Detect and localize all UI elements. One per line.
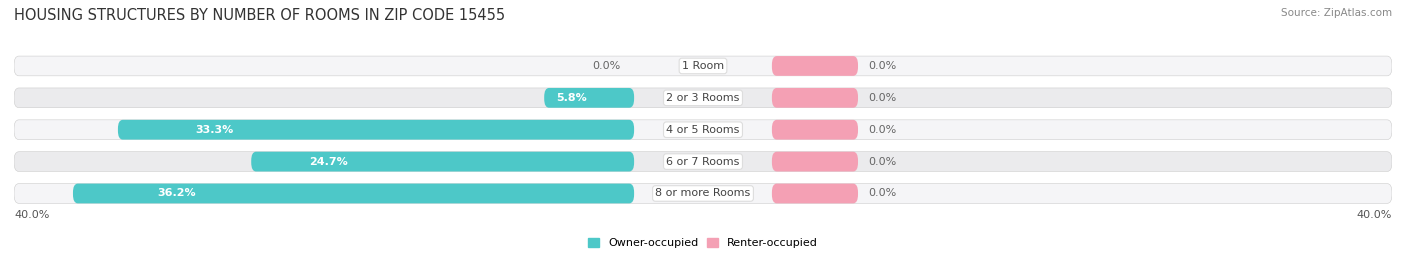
- Text: 0.0%: 0.0%: [869, 93, 897, 103]
- FancyBboxPatch shape: [252, 152, 634, 171]
- FancyBboxPatch shape: [544, 88, 634, 108]
- Text: 2 or 3 Rooms: 2 or 3 Rooms: [666, 93, 740, 103]
- FancyBboxPatch shape: [14, 120, 1392, 140]
- FancyBboxPatch shape: [118, 120, 634, 140]
- FancyBboxPatch shape: [73, 184, 634, 203]
- FancyBboxPatch shape: [14, 184, 1392, 203]
- Text: 4 or 5 Rooms: 4 or 5 Rooms: [666, 125, 740, 135]
- Text: 33.3%: 33.3%: [195, 125, 233, 135]
- Text: 1 Room: 1 Room: [682, 61, 724, 71]
- FancyBboxPatch shape: [772, 152, 858, 171]
- Text: 8 or more Rooms: 8 or more Rooms: [655, 189, 751, 199]
- Text: 36.2%: 36.2%: [157, 189, 195, 199]
- Text: 40.0%: 40.0%: [1357, 210, 1392, 220]
- FancyBboxPatch shape: [14, 56, 1392, 76]
- Text: 0.0%: 0.0%: [869, 189, 897, 199]
- Legend: Owner-occupied, Renter-occupied: Owner-occupied, Renter-occupied: [583, 234, 823, 253]
- Text: HOUSING STRUCTURES BY NUMBER OF ROOMS IN ZIP CODE 15455: HOUSING STRUCTURES BY NUMBER OF ROOMS IN…: [14, 8, 505, 23]
- FancyBboxPatch shape: [772, 120, 858, 140]
- Text: 0.0%: 0.0%: [869, 61, 897, 71]
- Text: 40.0%: 40.0%: [14, 210, 49, 220]
- Text: 0.0%: 0.0%: [592, 61, 620, 71]
- Text: 5.8%: 5.8%: [555, 93, 586, 103]
- Text: 0.0%: 0.0%: [869, 125, 897, 135]
- FancyBboxPatch shape: [772, 88, 858, 108]
- FancyBboxPatch shape: [772, 184, 858, 203]
- FancyBboxPatch shape: [772, 56, 858, 76]
- Text: 24.7%: 24.7%: [309, 157, 347, 167]
- FancyBboxPatch shape: [14, 152, 1392, 171]
- Text: Source: ZipAtlas.com: Source: ZipAtlas.com: [1281, 8, 1392, 18]
- FancyBboxPatch shape: [14, 88, 1392, 108]
- Text: 0.0%: 0.0%: [869, 157, 897, 167]
- Text: 6 or 7 Rooms: 6 or 7 Rooms: [666, 157, 740, 167]
